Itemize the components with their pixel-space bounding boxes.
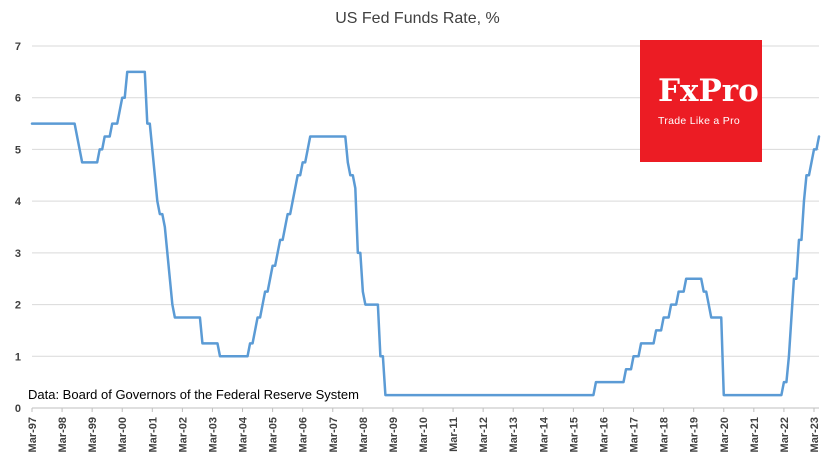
y-tick-label: 3 (15, 248, 21, 260)
x-tick-label: Mar-12 (478, 417, 490, 452)
x-tick-label: Mar-17 (629, 417, 641, 452)
fxpro-logo-text: FxPro (658, 73, 759, 110)
x-tick-label: Mar-11 (448, 417, 460, 452)
fxpro-logo: FxPro Trade Like a Pro (640, 40, 762, 162)
x-tick-label: Mar-08 (358, 417, 370, 452)
x-tick-label: Mar-06 (298, 417, 310, 452)
y-tick-label: 5 (15, 144, 21, 156)
x-tick-label: Mar-21 (749, 417, 761, 452)
x-tick-label: Mar-03 (207, 417, 219, 452)
y-tick-label: 0 (15, 403, 21, 415)
rate-line-series (30, 70, 821, 397)
x-tick-label: Mar-07 (328, 417, 340, 452)
x-tick-label: Mar-04 (238, 416, 250, 452)
x-tick-label: Mar-98 (57, 417, 69, 452)
x-tick-label: Mar-20 (719, 417, 731, 452)
y-tick-label: 1 (15, 351, 21, 363)
x-tick-label: Mar-99 (87, 417, 99, 452)
x-tick-label: Mar-16 (598, 417, 610, 452)
x-tick-label: Mar-14 (538, 416, 550, 452)
x-tick-label: Mar-05 (268, 417, 280, 452)
x-tick-label: Mar-00 (117, 417, 129, 452)
x-tick-label: Mar-02 (177, 417, 189, 452)
chart-title: US Fed Funds Rate, % (335, 10, 500, 27)
x-tick-label: Mar-10 (418, 417, 430, 452)
x-tick-label: Mar-09 (388, 417, 400, 452)
x-tick-label: Mar-23 (809, 417, 821, 452)
x-tick-label: Mar-13 (508, 417, 520, 452)
x-tick-label: Mar-19 (689, 417, 701, 452)
x-tick-label: Mar-97 (27, 417, 39, 452)
x-tick-label: Mar-15 (568, 417, 580, 452)
y-tick-label: 2 (15, 300, 21, 312)
source-caption: Data: Board of Governors of the Federal … (28, 387, 359, 402)
x-tick-label: Mar-22 (779, 417, 791, 452)
y-tick-label: 4 (15, 196, 22, 208)
y-tick-label: 6 (15, 93, 21, 105)
x-tick-label: Mar-18 (659, 417, 671, 452)
x-tick-label: Mar-01 (147, 417, 159, 452)
fxpro-logo-tagline: Trade Like a Pro (658, 114, 741, 127)
y-tick-label: 7 (15, 41, 21, 53)
